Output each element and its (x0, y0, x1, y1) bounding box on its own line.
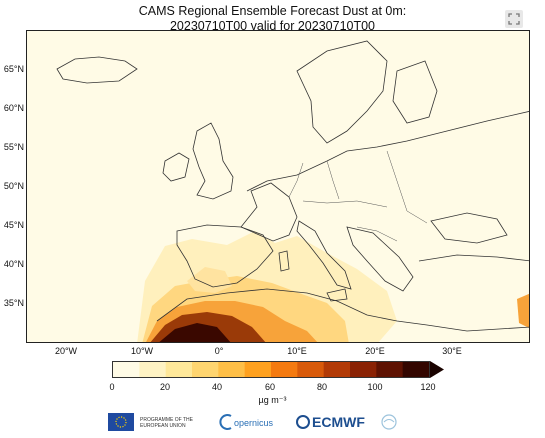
coast-sardinia (278, 250, 290, 272)
lat-label-50n: 50°N (3, 181, 24, 191)
lat-label-65n: 65°N (3, 64, 24, 74)
map-title-line1: CAMS Regional Ensemble Forecast Dust at … (138, 4, 407, 18)
colorbar-segment (350, 362, 377, 377)
colorbar-segment (165, 362, 193, 377)
lon-label-10e: 10°E (287, 346, 307, 356)
lon-label-0: 0° (214, 346, 224, 356)
colorbar-extend-arrow (430, 361, 444, 378)
colorbar-segment (218, 362, 246, 377)
expand-icon (508, 13, 520, 25)
border-east (386, 150, 428, 224)
coast-balkans (346, 226, 414, 292)
coast-scandinavia (296, 40, 388, 144)
ecmwf-text: ECMWF (312, 414, 365, 430)
border-germany-poland (326, 160, 340, 200)
border-france-germany (288, 162, 304, 198)
ecmwf-logo-icon (296, 415, 310, 429)
lat-label-40n: 40°N (3, 259, 24, 269)
map-canvas (56, 40, 529, 342)
lat-label-35n: 35°N (3, 298, 24, 308)
map-title-line2: 20230710T00 valid for 20230710T00 (169, 19, 376, 33)
copernicus-logo (219, 414, 232, 430)
colorbar-segment (271, 362, 298, 377)
colorbar-tick-60: 60 (264, 382, 275, 392)
lon-label-20e: 20°E (365, 346, 385, 356)
footer-logos: PROGRAMME OF THE EUROPEAN UNION opernicu… (0, 410, 545, 438)
colorbar-bar (113, 362, 430, 377)
lon-label-30e: 30°E (442, 346, 462, 356)
colorbar (112, 361, 430, 378)
colorbar-unit: µg m⁻³ (258, 395, 287, 405)
dust-plume-core (159, 323, 231, 342)
colorbar-segment (402, 362, 430, 377)
coast-france (240, 182, 298, 242)
coast-italy (296, 220, 352, 290)
copernicus-text: opernicus (234, 418, 274, 428)
coast-great-britain (192, 122, 234, 200)
lat-label-45n: 45°N (3, 220, 24, 230)
colorbar-tick-100: 100 (367, 382, 383, 392)
colorbar-segment (376, 362, 404, 377)
dust-patch-iberia (187, 267, 232, 293)
colorbar-segment (113, 362, 140, 377)
coast-finland (392, 60, 438, 124)
eu-flag-logo (108, 413, 134, 431)
coast-sicily (326, 288, 348, 302)
expand-button[interactable] (505, 10, 523, 28)
border-central (302, 200, 388, 208)
colorbar-segment (323, 362, 351, 377)
coast-black-sea (430, 212, 508, 244)
colorbar-tick-40: 40 (211, 382, 222, 392)
colorbar-segment (297, 362, 325, 377)
lon-label-10w: 10°W (130, 346, 154, 356)
colorbar-tick-120: 120 (420, 382, 436, 392)
coast-iberia (176, 224, 274, 288)
eu-programme-text: PROGRAMME OF THE EUROPEAN UNION (140, 417, 193, 429)
coast-mainland (246, 111, 529, 192)
coast-turkey (418, 254, 529, 262)
lat-label-60n: 60°N (3, 103, 24, 113)
atmosphere-service-logo (381, 414, 397, 430)
coast-iceland (56, 56, 138, 84)
colorbar-tick-0: 0 (109, 382, 115, 392)
dust-patch-east (517, 293, 529, 328)
border-balkans (356, 226, 398, 242)
lat-label-55n: 55°N (3, 142, 24, 152)
colorbar-segment (244, 362, 272, 377)
dust-forecast-map (26, 30, 530, 343)
coast-ireland (162, 152, 190, 182)
colorbar-segment (139, 362, 167, 377)
coast-north-africa (156, 288, 529, 332)
colorbar-tick-20: 20 (159, 382, 170, 392)
colorbar-segment (192, 362, 219, 377)
lon-label-20w: 20°W (54, 346, 78, 356)
colorbar-tick-80: 80 (316, 382, 327, 392)
